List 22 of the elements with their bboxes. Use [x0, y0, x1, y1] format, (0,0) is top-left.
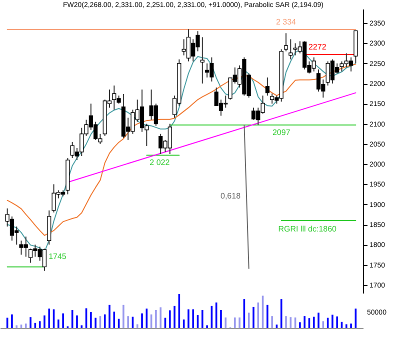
candlestick	[186, 28, 191, 62]
series-label: 0,618	[220, 192, 242, 201]
series-label: 2272	[308, 42, 327, 52]
series-label: 1745	[48, 252, 67, 261]
candlestick	[284, 32, 288, 52]
candlestick	[200, 36, 204, 84]
candlestick	[348, 56, 354, 72]
candlestick	[288, 38, 293, 60]
candlestick	[251, 107, 256, 120]
series-label: 2 022	[150, 158, 170, 168]
candlestick	[42, 248, 47, 272]
candlestick	[204, 62, 210, 78]
candlestick	[330, 58, 335, 84]
candlestick	[140, 89, 144, 132]
candlestick	[154, 103, 158, 126]
candlestick	[265, 76, 270, 96]
series-label: 2097	[272, 128, 291, 138]
series-label: 2 334	[276, 18, 297, 27]
series-label: RGRI lll dc:1860	[278, 224, 338, 234]
candlestick	[28, 248, 33, 264]
candlestick	[316, 68, 321, 92]
candlestick	[10, 216, 14, 242]
